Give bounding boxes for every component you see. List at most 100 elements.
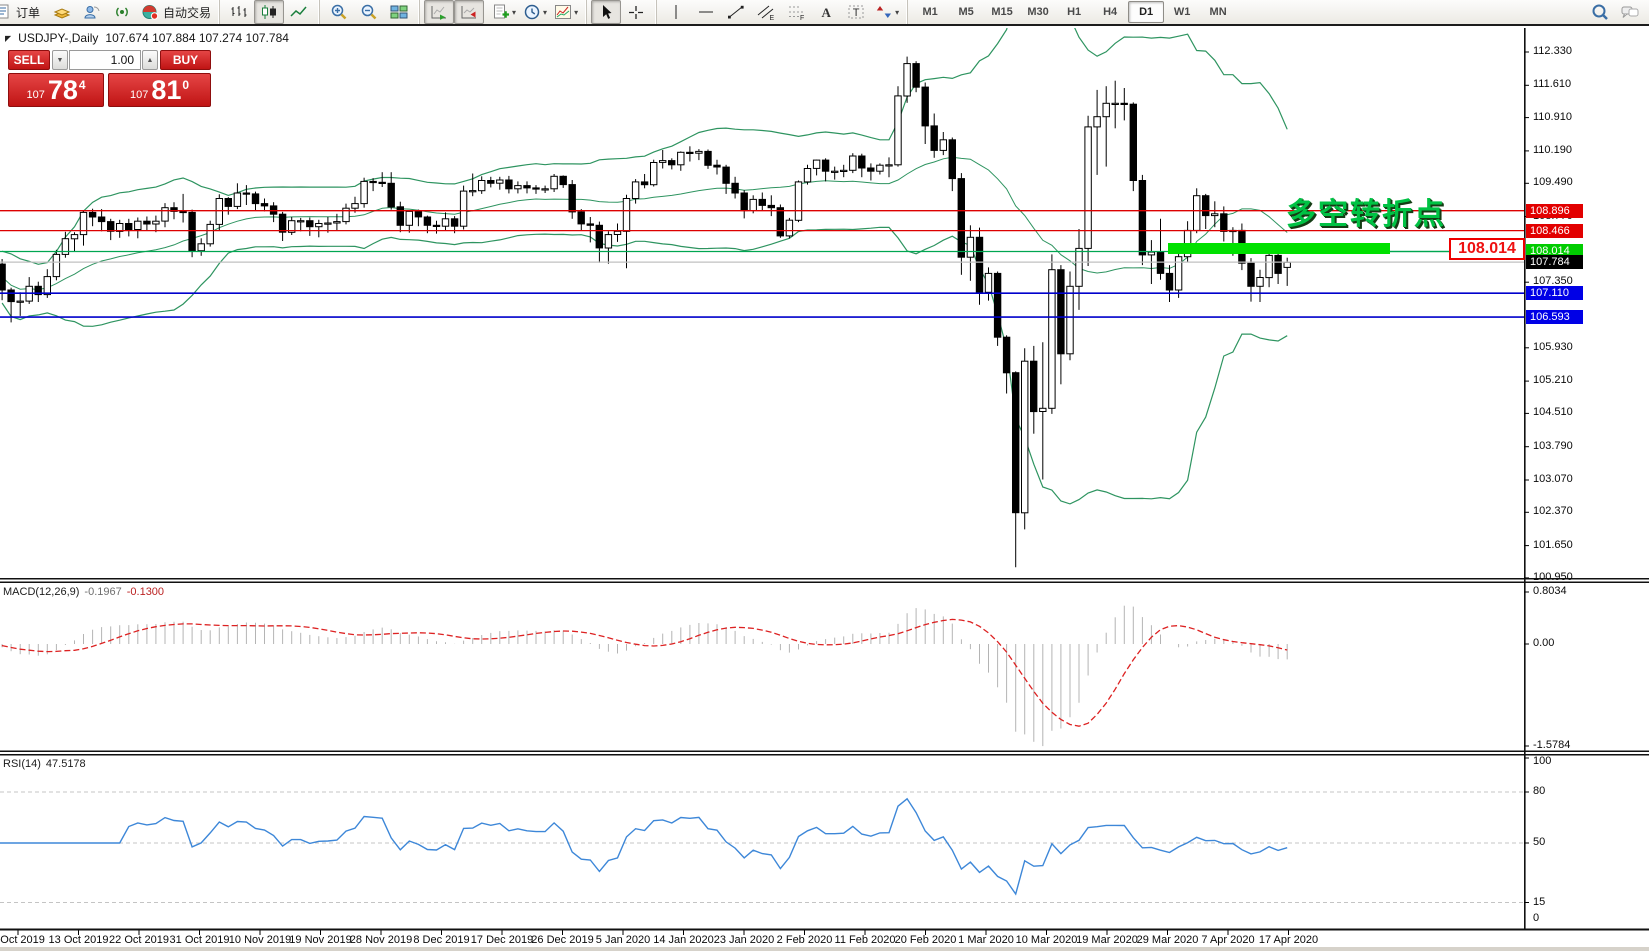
tile-windows-button[interactable] [384,0,414,24]
horizontal-line-button[interactable] [691,0,721,24]
volume-input[interactable] [69,50,141,70]
macd-main-value: -0.1967 [84,586,122,598]
price-tick-label: 111.610 [1533,78,1572,91]
timeframe-m15-button[interactable]: M15 [991,6,1013,18]
dropdown-arrow-icon[interactable]: ▾ [543,7,548,17]
arrow-objects-button[interactable]: ▾ [871,0,902,24]
text-label-button[interactable]: T [841,0,871,24]
signals-button[interactable] [107,0,137,24]
price-line-badge: 108.896 [1526,203,1583,218]
vertical-line-button[interactable] [661,0,691,24]
buy-button[interactable]: BUY [160,50,211,70]
cursor-button[interactable] [591,0,622,24]
sell-price-button[interactable]: 107 78 4 [8,73,104,107]
volume-increase-button[interactable]: ▲ [142,50,158,70]
collapse-panel-icon[interactable]: ◤ [5,33,12,43]
price-tick-label: 107.350 [1533,275,1573,288]
date-tick-label: 2 Feb 2020 [776,934,833,946]
buy-price-handle: 107 [129,89,149,101]
search-button[interactable] [1585,0,1615,24]
A-icon: A [822,5,832,20]
timeframe-m30-button[interactable]: M30 [1027,6,1049,18]
timeframe-group: M1 M5 M15 M30 H1 H4 D1 W1 MN [907,0,1238,24]
date-tick-label: 14 Jan 2020 [653,934,714,946]
sell-button[interactable]: SELL [8,50,50,70]
candlestick-chart-button[interactable] [254,0,285,24]
price-tick-label: 105.210 [1533,374,1573,387]
T-icon: T [848,5,864,19]
svg-text:F: F [800,15,804,21]
rsi-tick-label: 15 [1533,895,1546,908]
period-preset-button[interactable]: ▾ [519,0,550,24]
date-tick-label: 7 Apr 2020 [1201,934,1255,946]
price-tick-label: 110.190 [1533,143,1572,156]
clock-icon [524,4,540,20]
dropdown-arrow-icon[interactable]: ▾ [574,7,579,17]
bollinger-bands [1,28,1288,505]
bars-icon [231,6,247,17]
zoom-in-button[interactable] [324,0,354,24]
chat-button[interactable] [1615,0,1645,24]
autotrading-button[interactable]: 自动交易 [137,0,214,24]
zoom-out-button[interactable] [354,0,384,24]
rsi-tick-label: 50 [1533,836,1546,848]
cursor-icon [603,5,612,19]
timeframe-mn-button[interactable]: MN [1209,6,1227,18]
macd-tick-label: 0.8034 [1533,585,1567,597]
chart-template-button[interactable]: ▾ [550,0,581,24]
rsi-indicator-label: RSI(14) 47.5178 [3,758,86,770]
toolbar-right-group [1585,0,1645,24]
bar-chart-button[interactable] [224,0,254,24]
chart-shift-button[interactable] [454,0,485,24]
dropdown-arrow-icon[interactable]: ▾ [512,7,517,17]
text-button[interactable]: A [811,0,841,24]
timeframe-w1-button[interactable]: W1 [1173,6,1191,18]
macd-tick-label: 0.00 [1533,637,1555,649]
chart-window[interactable]: ◤ USDJPY-,Daily 107.674 107.884 107.274 … [0,26,1649,951]
newchart-icon [494,4,510,19]
window-edge [0,947,1649,951]
timeframe-m5-button[interactable]: M5 [958,6,974,18]
account-button[interactable] [77,0,107,24]
rsi-tick-label: 80 [1533,785,1546,797]
new-chart-button[interactable]: ▾ [488,0,519,24]
date-tick-label: 31 Oct 2019 [169,934,230,946]
buy-price-pip: 0 [182,78,190,92]
timeframe-h4-button[interactable]: H4 [1103,6,1118,18]
template-icon [555,5,572,19]
fibonacci-button[interactable]: F [781,0,811,24]
trendline-button[interactable] [721,0,751,24]
price-tick-label: 112.330 [1533,45,1572,57]
ascroll-icon [431,6,447,20]
dropdown-arrow-icon[interactable]: ▾ [895,7,900,17]
equidistant-channel-button[interactable]: E [751,0,781,24]
fibo-icon: F [789,6,804,21]
toolbar-group: E F A T ▾ [656,0,904,24]
price-axis[interactable]: 112.330111.610110.910110.190109.490108.7… [1525,26,1649,931]
line-chart-button[interactable] [284,0,314,24]
rsi-tick-label: 0 [1533,912,1540,924]
toolbar-group: 自动交易 [45,0,216,24]
price-line-badge: 108.466 [1526,223,1583,238]
crosshair-button[interactable] [621,0,651,24]
candles-icon [262,5,277,19]
timeframe-m1-button[interactable]: M1 [922,6,938,18]
axis-tick-marks [17,51,1529,935]
history-center-button[interactable] [47,0,77,24]
volume-decrease-button[interactable]: ▼ [52,50,68,70]
svg-text:E: E [770,15,775,21]
price-level-label: 108.014 [1449,238,1525,260]
timeframe-d1-button[interactable]: D1 [1128,1,1165,23]
price-tick-label: 109.490 [1533,176,1573,189]
new-order-button[interactable]: 订单 [0,0,43,24]
date-tick-label: 11 Feb 2020 [834,934,896,946]
date-tick-label: 4 Oct 2019 [0,934,45,946]
buy-price-button[interactable]: 107 81 0 [108,73,211,107]
auto-scroll-button[interactable] [424,0,455,24]
chart-canvas[interactable] [0,26,1649,951]
vline-icon [675,5,677,19]
timeframe-h1-button[interactable]: H1 [1067,6,1082,18]
tline-icon [728,5,744,19]
date-tick-label: 5 Jan 2020 [595,934,651,946]
